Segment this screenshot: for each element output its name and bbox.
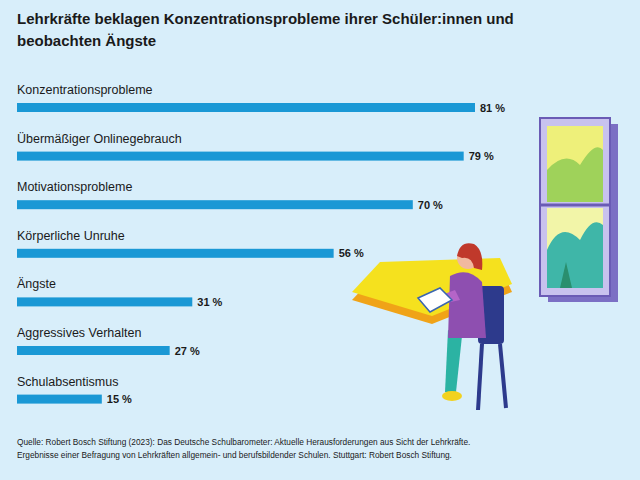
category-label: Aggressives Verhalten: [17, 326, 141, 340]
value-label: 79 %: [469, 150, 494, 162]
hair: [457, 243, 482, 270]
chair-leg: [500, 344, 506, 408]
bar: [17, 200, 413, 209]
title: Lehrkräfte beklagen Konzentrationsproble…: [17, 8, 557, 52]
bar: [17, 346, 170, 355]
source: Quelle: Robert Bosch Stiftung (2023): Da…: [17, 436, 627, 462]
chair-leg: [478, 344, 482, 410]
source-line: Quelle: Robert Bosch Stiftung (2023): Da…: [17, 436, 627, 449]
tree: [547, 222, 603, 288]
source-line: Ergebnisse einer Befragung von Lehrkräft…: [17, 449, 627, 462]
bars: [17, 103, 475, 404]
category-label: Motivationsprobleme: [17, 180, 132, 194]
bar: [17, 395, 102, 404]
bar: [17, 249, 334, 258]
window-bar: [540, 204, 610, 207]
value-label: 27 %: [175, 345, 200, 357]
book: [418, 288, 452, 312]
bar: [17, 152, 464, 161]
window-frame: [540, 118, 610, 296]
value-label: 31 %: [197, 296, 222, 308]
plant: [560, 262, 572, 288]
value-label: 15 %: [107, 393, 132, 405]
window-pane: [547, 126, 603, 202]
value-label: 56 %: [339, 247, 364, 259]
shoe: [442, 391, 462, 401]
value-label: 81 %: [480, 102, 505, 114]
bar: [17, 297, 192, 306]
labels: Konzentrationsprobleme 81 % Übermäßiger On…: [17, 83, 505, 405]
stage: Lehrkräfte beklagen Konzentrationsproble…: [0, 0, 640, 480]
category-label: Konzentrationsprobleme: [17, 83, 153, 97]
category-label: Körperliche Unruhe: [17, 229, 125, 243]
illustration: [352, 118, 618, 410]
body: [448, 272, 486, 338]
tree: [547, 147, 603, 202]
bar: [17, 103, 475, 112]
category-label: Übermäßiger Onlinegebrauch: [17, 132, 182, 146]
value-label: 70 %: [418, 199, 443, 211]
chart: Konzentrationsprobleme 81 % Übermäßiger On…: [0, 0, 640, 430]
window-pane: [547, 208, 603, 288]
category-label: Ängste: [17, 277, 56, 291]
leg: [445, 330, 462, 392]
category-label: Schulabsentismus: [17, 375, 118, 389]
